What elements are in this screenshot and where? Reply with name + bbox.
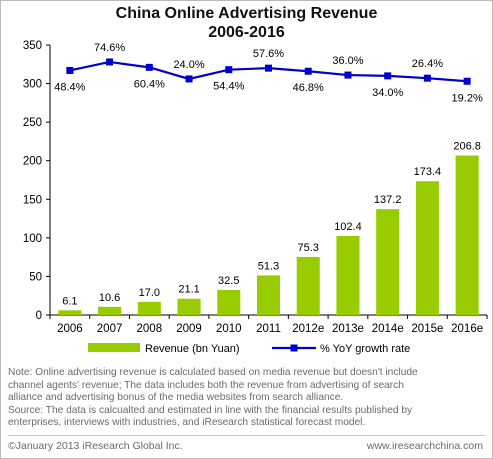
bar-2015e (415, 181, 439, 315)
x-tick-label: 2009 (176, 323, 202, 335)
growth-point-2007 (106, 58, 114, 66)
bar-value-label: 173.4 (414, 166, 442, 178)
bar-2013e (336, 236, 360, 315)
growth-value-label: 74.6% (94, 42, 125, 54)
y-tick-label: 50 (29, 271, 42, 283)
bar-value-label: 32.5 (218, 275, 239, 287)
growth-value-label: 60.4% (134, 78, 165, 90)
bar-2009 (177, 298, 201, 315)
growth-value-label: 48.4% (54, 81, 85, 93)
bar-value-label: 17.0 (139, 287, 160, 299)
note-line-2: channel agents' revenue; The data includ… (8, 379, 404, 391)
bar-value-label: 10.6 (99, 292, 120, 304)
growth-point-2011 (265, 64, 272, 72)
notes-block: Note: Online advertising revenue is calc… (8, 367, 486, 430)
growth-value-label: 57.6% (253, 48, 284, 60)
bar-2011 (256, 275, 281, 315)
legend-bar-swatch (88, 343, 140, 352)
bar-value-label: 206.8 (453, 140, 481, 152)
bar-value-label: 51.3 (258, 260, 279, 272)
footer-divider (8, 435, 485, 436)
growth-point-2006 (66, 66, 74, 74)
y-tick-label: 150 (23, 194, 42, 206)
note-line-5: enterprises, interviews with industries,… (8, 417, 366, 429)
growth-point-2010 (225, 66, 233, 74)
x-tick-label: 2008 (137, 323, 163, 335)
growth-point-2014e (384, 72, 392, 80)
bar-value-label: 137.2 (374, 194, 402, 206)
x-tick-label: 2012e (292, 323, 324, 335)
growth-point-2015e (423, 74, 431, 82)
growth-point-2016e (463, 77, 471, 85)
bar-value-label: 75.3 (298, 242, 319, 254)
legend-line-marker (290, 344, 298, 352)
chart-axes: 0 50 100 150 200 250 300 350 2006 2007 2008 2009 201… (23, 40, 488, 335)
y-tick-label: 0 (36, 310, 42, 322)
growth-point-2012e (304, 67, 312, 75)
bar-series (58, 155, 479, 315)
x-tick-label: 2015e (411, 323, 443, 335)
bar-value-label: 102.4 (334, 221, 362, 233)
footer-website: www.iresearchchina.com (366, 440, 483, 452)
x-tick-label: 2007 (97, 323, 123, 335)
x-tick-label: 2016e (451, 323, 483, 335)
legend: Revenue (bn Yuan) % YoY growth rate (88, 343, 410, 355)
bar-2012e (296, 256, 320, 315)
x-tick-label: 2010 (216, 323, 242, 335)
bar-2008 (137, 301, 161, 315)
growth-point-2009 (185, 75, 193, 83)
note-line-3: alliance and advertising bonus of the me… (8, 392, 344, 404)
line-series (66, 58, 471, 85)
x-tick-label: 2006 (57, 323, 83, 335)
growth-value-label: 26.4% (412, 58, 443, 70)
footer-copyright: ©January 2013 iResearch Global Inc. (8, 440, 183, 452)
note-line-1: Note: Online advertising revenue is calc… (8, 367, 418, 378)
legend-bar-label: Revenue (bn Yuan) (145, 343, 240, 355)
note-line-4: Source: The data is calcualted and estim… (8, 404, 413, 416)
line-labels: 48.4% 74.6% 60.4% 24.0% 54.4% 57.6% 46.8% 36.0%… (54, 42, 483, 104)
chart-svg: 0 50 100 150 200 250 300 350 2006 2007 2008 2009 201… (23, 40, 488, 355)
y-tick-label: 100 (23, 233, 42, 245)
bar-2016e (455, 155, 479, 315)
bar-2014e (376, 209, 400, 315)
legend-line-label: % YoY growth rate (320, 343, 410, 355)
growth-value-label: 19.2% (452, 92, 483, 104)
bar-2010 (217, 289, 241, 315)
bar-value-label: 21.1 (178, 284, 199, 296)
chart-title-line2: 2006-2016 (208, 24, 285, 41)
bar-2007 (98, 306, 122, 315)
chart-title: China Online Advertising Revenue 2006-20… (0, 4, 493, 42)
y-tick-label: 300 (23, 79, 42, 91)
x-tick-label: 2014e (372, 323, 404, 335)
growth-value-label: 34.0% (372, 87, 403, 99)
growth-value-label: 46.8% (293, 82, 324, 94)
y-tick-label: 350 (23, 40, 42, 52)
growth-value-label: 24.0% (173, 59, 204, 71)
bar-labels: 6.1 10.6 17.0 21.1 32.5 51.3 75.3 102.4 137.2 173… (62, 140, 481, 307)
chart-title-line1: China Online Advertising Revenue (115, 5, 378, 22)
growth-value-label: 54.4% (213, 81, 244, 93)
y-tick-label: 200 (23, 156, 42, 168)
growth-point-2013e (344, 71, 352, 79)
growth-point-2008 (145, 63, 153, 71)
y-tick-label: 250 (23, 117, 42, 129)
x-tick-label: 2013e (332, 323, 364, 335)
x-tick-label: 2011 (256, 323, 281, 335)
bar-2006 (58, 310, 82, 315)
bar-value-label: 6.1 (62, 295, 77, 307)
growth-value-label: 36.0% (332, 55, 363, 67)
